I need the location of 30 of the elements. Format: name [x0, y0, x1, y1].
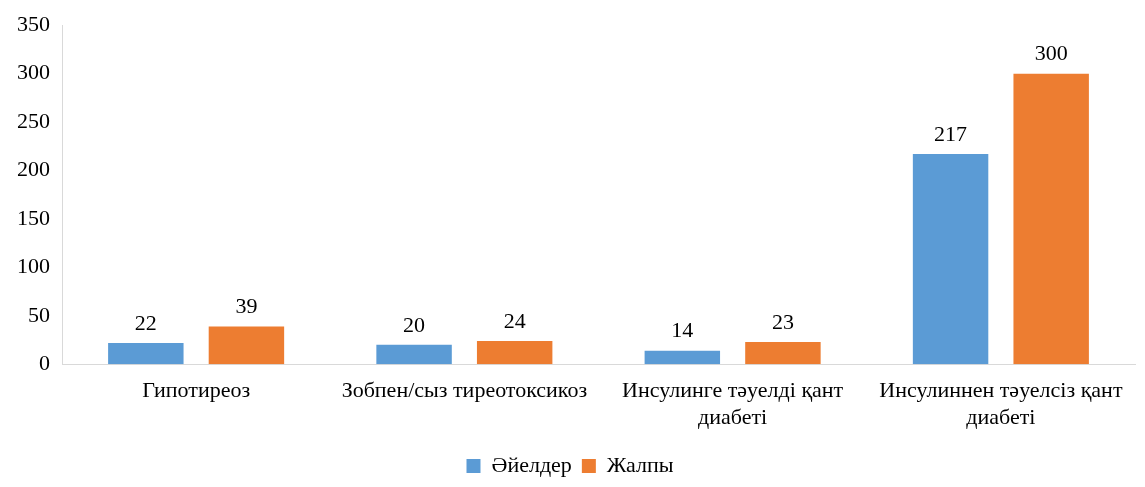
x-tick-label: Гипотиреоз	[142, 377, 251, 403]
x-tick-label: Зобпен/сыз тиреотоксикоз	[341, 377, 588, 403]
bar	[476, 340, 553, 365]
y-tick-label: 100	[17, 253, 50, 279]
legend-label: Жалпы	[606, 451, 674, 477]
data-label: 217	[934, 120, 968, 146]
y-tick-label: 50	[28, 301, 50, 327]
data-label: 20	[403, 311, 426, 337]
x-tick-label: Инсулиннен тәуелсіз қант диабеті	[879, 377, 1123, 429]
bar	[1013, 73, 1089, 365]
y-tick-label: 200	[17, 156, 50, 182]
data-label: 23	[771, 308, 794, 334]
data-label: 39	[235, 293, 258, 319]
data-label: 300	[1034, 40, 1068, 66]
y-tick-label: 350	[17, 10, 50, 36]
bar	[108, 342, 184, 365]
y-tick-label: 150	[17, 204, 50, 230]
bar	[208, 326, 285, 365]
legend-label: Әйелдер	[491, 451, 572, 477]
bar	[644, 350, 721, 365]
bar	[912, 154, 989, 365]
bar	[376, 344, 452, 365]
data-label: 22	[134, 309, 157, 335]
y-tick-label: 250	[17, 107, 50, 133]
y-tick-label: 0	[39, 349, 50, 375]
data-label: 24	[503, 307, 526, 333]
bar	[745, 341, 821, 365]
y-tick-label: 300	[17, 59, 50, 85]
x-tick-label: Инсулинге тәуелді қант диабеті	[622, 377, 844, 429]
data-label: 14	[671, 317, 694, 343]
